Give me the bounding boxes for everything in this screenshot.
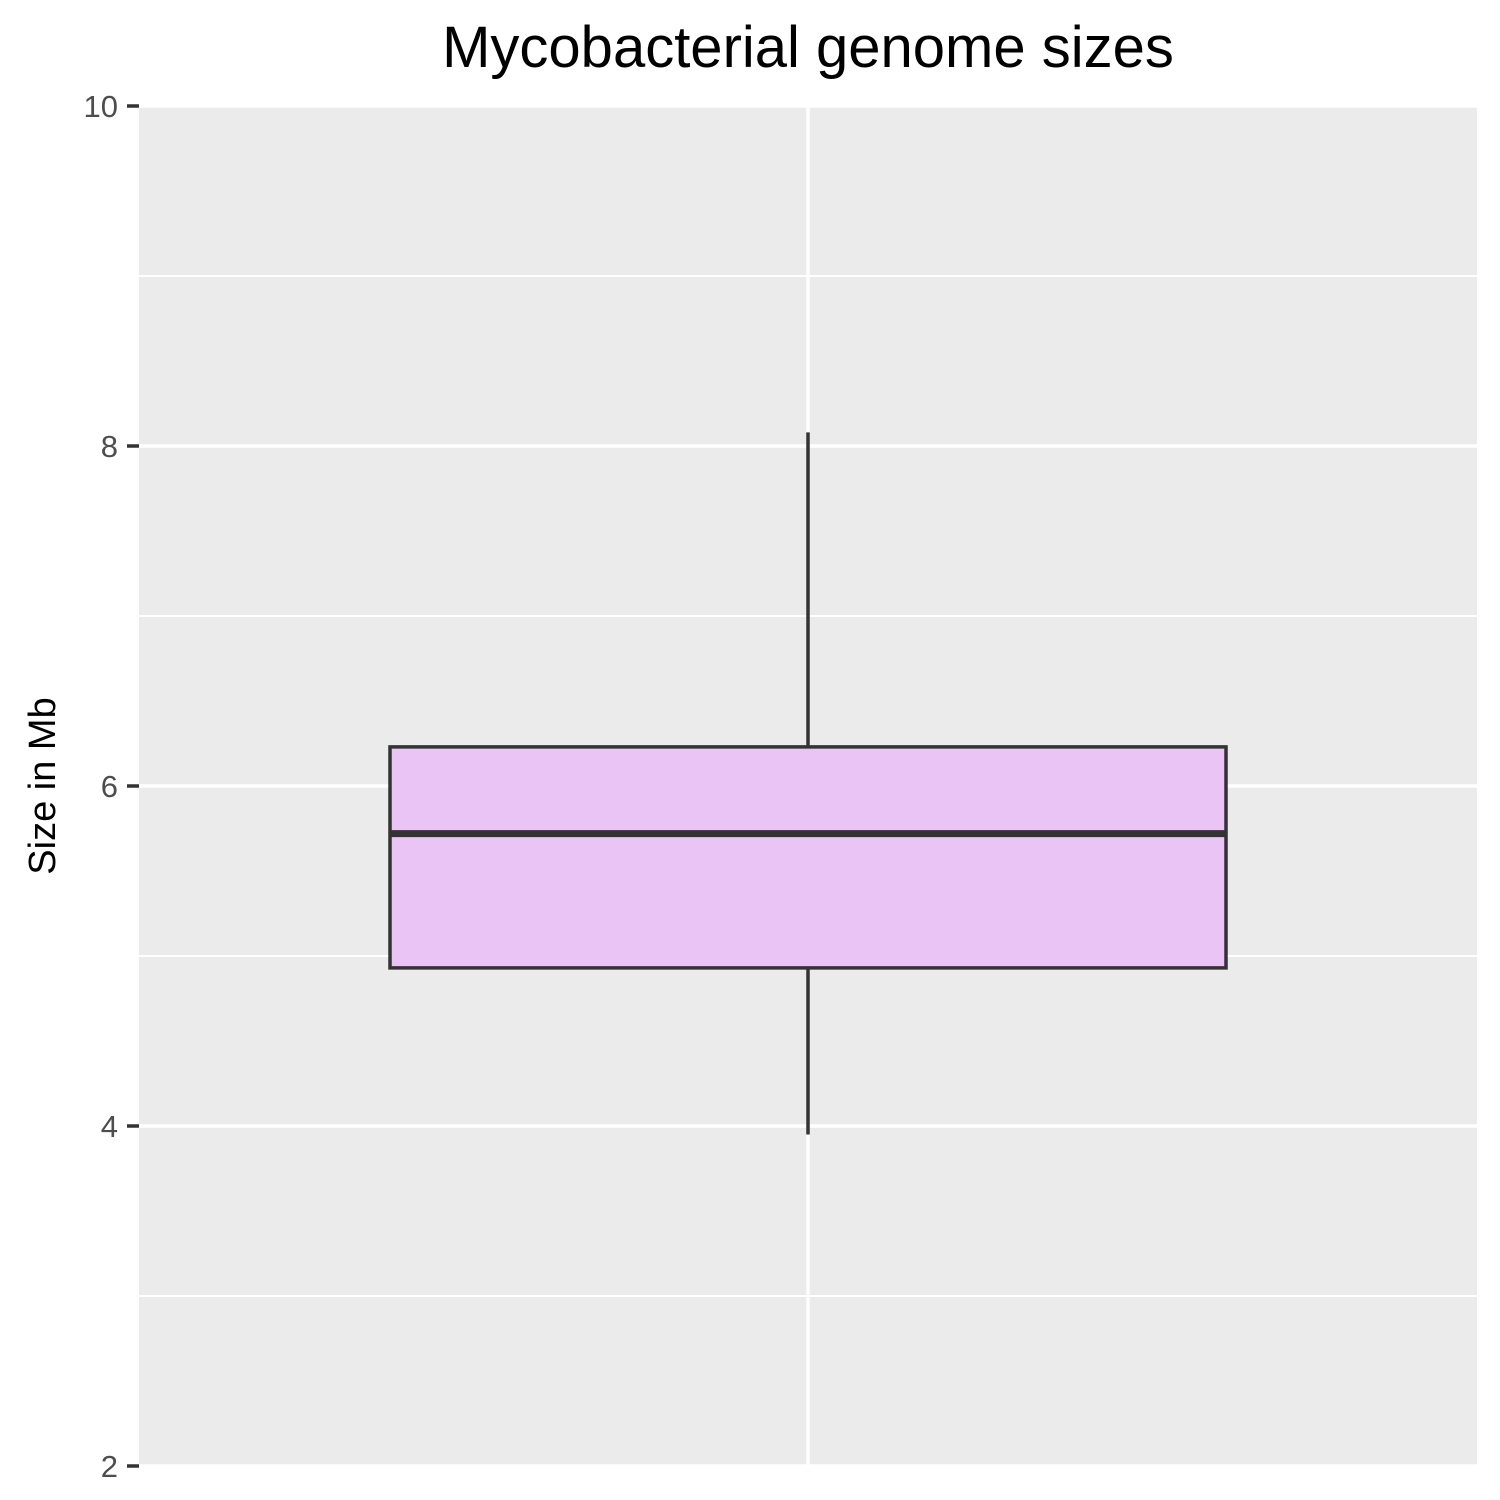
y-tick-label: 4 <box>101 1109 118 1144</box>
y-axis-label: Size in Mb <box>22 697 64 874</box>
y-tick-label: 8 <box>101 429 118 464</box>
y-tick-label: 2 <box>101 1449 118 1484</box>
y-tick-label: 6 <box>101 769 118 804</box>
chart-title: Mycobacterial genome sizes <box>442 15 1174 80</box>
interquartile-box <box>388 745 1228 970</box>
y-axis: 2 4 6 8 10 <box>84 89 139 1484</box>
y-tick-label: 10 <box>84 89 118 124</box>
box-plot <box>388 432 1228 1135</box>
